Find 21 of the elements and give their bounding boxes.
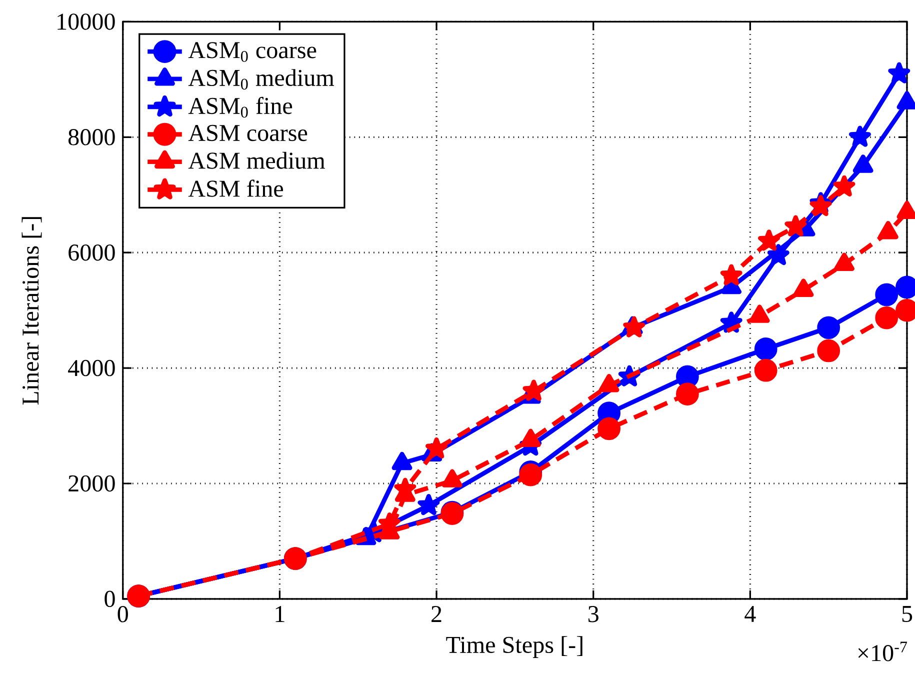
- x-tick-label: 3: [588, 606, 598, 622]
- y-tick-label: 2000: [68, 475, 115, 492]
- x-tick-label: 1: [276, 606, 284, 622]
- y-axis-title: Linear Iterations [-]: [22, 216, 42, 405]
- legend-label: ASM coarse: [188, 124, 308, 141]
- legend-label: ASM$_{0}$ coarse: [188, 42, 316, 62]
- x-tick-label: 2: [432, 606, 442, 622]
- text: ×10$^{-7}$: [858, 642, 908, 662]
- y-tick-label: 10000: [58, 13, 115, 30]
- y-tick-label: 8000: [68, 128, 115, 146]
- legend-label: ASM medium: [188, 152, 325, 169]
- x-axis-title: Time Steps [-]: [446, 636, 582, 658]
- y-tick-label: 4000: [68, 360, 115, 376]
- x-tick-label: 4: [744, 606, 756, 622]
- y-tick-label: 6000: [68, 244, 115, 261]
- legend-label: ASM fine: [188, 180, 284, 197]
- y-tick-label: 0: [104, 590, 115, 607]
- legend-label: ASM$_{0}$ medium: [188, 68, 334, 90]
- legend-label: ASM$_{0}$ fine: [188, 96, 292, 118]
- x-tick-label: 0: [118, 606, 128, 622]
- x-tick-label: 5: [902, 606, 912, 622]
